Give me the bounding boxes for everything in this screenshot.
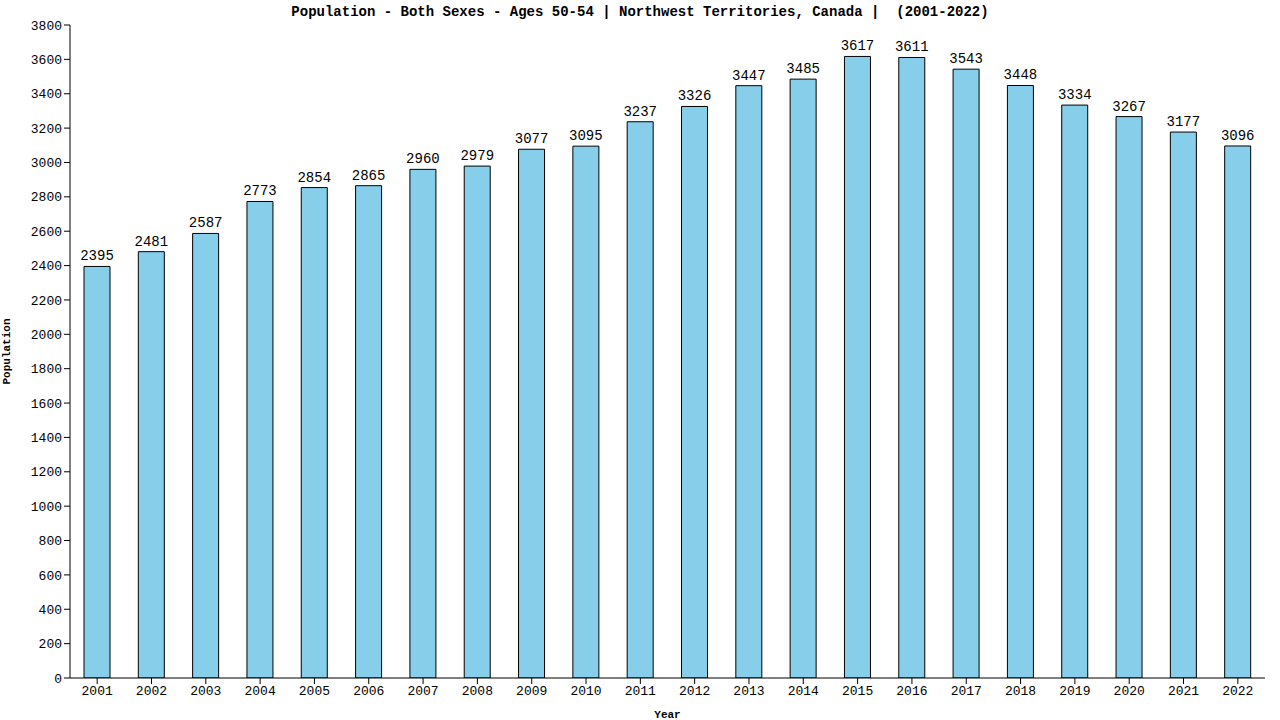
svg-text:1400: 1400	[31, 431, 62, 446]
svg-text:2010: 2010	[570, 684, 601, 699]
svg-text:3200: 3200	[31, 122, 62, 137]
svg-text:2587: 2587	[189, 215, 223, 231]
svg-text:2021: 2021	[1168, 684, 1199, 699]
svg-text:2000: 2000	[31, 328, 62, 343]
svg-text:2865: 2865	[352, 168, 386, 184]
svg-text:2007: 2007	[407, 684, 438, 699]
svg-text:3400: 3400	[31, 87, 62, 102]
svg-text:3600: 3600	[31, 53, 62, 68]
svg-text:2481: 2481	[135, 234, 169, 250]
svg-text:2979: 2979	[460, 148, 494, 164]
svg-text:2600: 2600	[31, 225, 62, 240]
svg-text:3326: 3326	[678, 88, 712, 104]
svg-text:2008: 2008	[462, 684, 493, 699]
svg-text:3543: 3543	[949, 51, 983, 67]
svg-text:1200: 1200	[31, 465, 62, 480]
svg-text:2019: 2019	[1059, 684, 1090, 699]
svg-text:2395: 2395	[80, 248, 114, 264]
svg-text:2022: 2022	[1222, 684, 1253, 699]
svg-text:2003: 2003	[190, 684, 221, 699]
svg-text:2020: 2020	[1114, 684, 1145, 699]
svg-text:2005: 2005	[299, 684, 330, 699]
svg-text:2011: 2011	[625, 684, 656, 699]
html-text:Population - Both Sexes - Ages: Population - Both Sexes - Ages 50-54 | N…	[291, 4, 989, 20]
svg-text:2200: 2200	[31, 294, 62, 309]
svg-text:3000: 3000	[31, 156, 62, 171]
svg-text:2012: 2012	[679, 684, 710, 699]
svg-text:0: 0	[54, 672, 62, 687]
svg-text:3237: 3237	[623, 104, 657, 120]
svg-text:3096: 3096	[1221, 128, 1255, 144]
svg-text:2001: 2001	[82, 684, 113, 699]
svg-text:2009: 2009	[516, 684, 547, 699]
svg-text:2400: 2400	[31, 259, 62, 274]
svg-text:2017: 2017	[951, 684, 982, 699]
svg-text:3267: 3267	[1112, 99, 1146, 115]
svg-text:3334: 3334	[1058, 87, 1092, 103]
svg-text:3611: 3611	[895, 39, 929, 55]
svg-text:2773: 2773	[243, 183, 277, 199]
svg-text:3177: 3177	[1167, 114, 1201, 130]
svg-text:2002: 2002	[136, 684, 167, 699]
svg-text:200: 200	[39, 637, 62, 652]
svg-text:3800: 3800	[31, 19, 62, 34]
svg-text:1600: 1600	[31, 397, 62, 412]
svg-text:3077: 3077	[515, 131, 549, 147]
svg-text:2014: 2014	[788, 684, 819, 699]
svg-text:400: 400	[39, 603, 62, 618]
svg-text:3447: 3447	[732, 68, 766, 84]
svg-text:Year: Year	[654, 709, 680, 720]
svg-text:1800: 1800	[31, 362, 62, 377]
svg-text:3485: 3485	[786, 61, 820, 77]
svg-text:Population: Population	[8, 318, 13, 384]
svg-text:2013: 2013	[733, 684, 764, 699]
svg-text:2800: 2800	[31, 190, 62, 205]
svg-text:2854: 2854	[297, 170, 331, 186]
svg-text:2006: 2006	[353, 684, 384, 699]
svg-text:800: 800	[39, 534, 62, 549]
svg-text:600: 600	[39, 569, 62, 584]
svg-text:3448: 3448	[1004, 67, 1038, 83]
svg-text:2016: 2016	[896, 684, 927, 699]
svg-text:2960: 2960	[406, 151, 440, 167]
svg-text:2004: 2004	[245, 684, 276, 699]
svg-text:3617: 3617	[841, 38, 875, 54]
svg-text:2018: 2018	[1005, 684, 1036, 699]
svg-text:1000: 1000	[31, 500, 62, 515]
svg-text:2015: 2015	[842, 684, 873, 699]
svg-text:3095: 3095	[569, 128, 603, 144]
